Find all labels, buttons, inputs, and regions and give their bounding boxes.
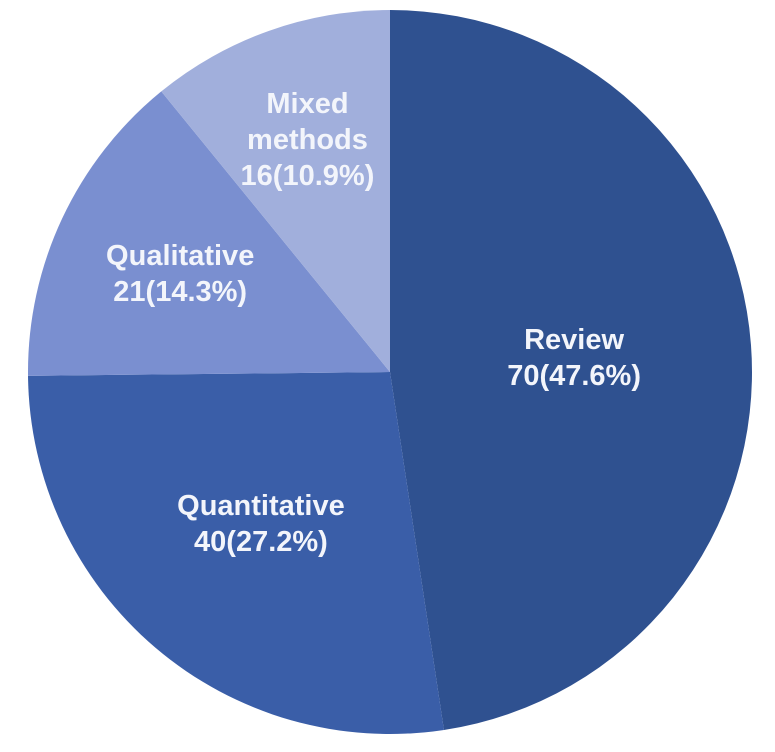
slice-label: Quantitative 40(27.2%) [141,488,381,560]
category-label: Quantitative [177,489,345,522]
pie-slice [161,10,390,372]
category-label: Mixed methods [247,88,368,157]
category-label: Review [524,324,625,357]
value-label: 21(14.3%) [113,275,248,308]
category-label: Qualitative [106,239,255,272]
pie-slice [28,372,444,734]
slice-label: Qualitative 21(14.3%) [60,238,300,310]
value-label: 70(47.6%) [507,360,641,393]
pie-slice [390,10,752,730]
slice-label: Review 70(47.6%) [454,322,694,394]
slice-label: Mixed methods 16(10.9%) [187,86,427,194]
value-label: 16(10.9%) [240,160,375,193]
pie-slice [28,91,391,376]
value-label: 40(27.2%) [194,525,328,558]
